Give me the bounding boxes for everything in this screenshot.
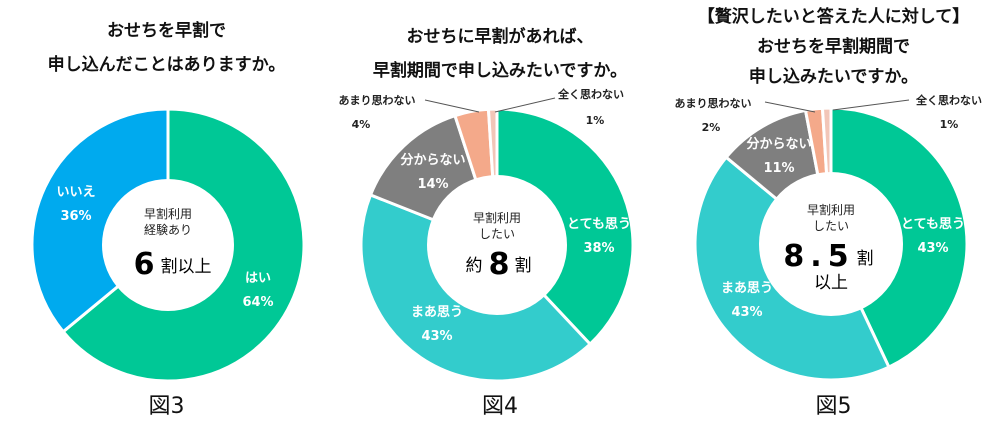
center-label-line3: 以上 bbox=[814, 273, 848, 293]
chart-title-line: おせちを早割期間で bbox=[757, 37, 910, 57]
center-label-line2: 経験あり bbox=[144, 222, 192, 237]
segment-name-label: とても思う bbox=[901, 217, 965, 232]
chart-title-line: おせちに早割があれば、 bbox=[406, 27, 594, 47]
segment-percent-label: 64% bbox=[242, 295, 273, 310]
figure-label: 図4 bbox=[482, 394, 518, 419]
center-suffix: 割以上 bbox=[161, 257, 212, 277]
donut-chart-fig5: 早割利用 したい 8.5 割 以上 とても思う 43% まあ思う 43% 分から… bbox=[675, 93, 982, 382]
donut-chart-fig4: 早割利用 したい 約 8 割 とても思う 38% まあ思う 43% 分からない … bbox=[339, 87, 635, 383]
segment-percent-label: 43% bbox=[421, 329, 452, 344]
segment-name-label: はい bbox=[245, 271, 271, 286]
segment-percent-label: 38% bbox=[583, 241, 614, 256]
segment-percent-label: 43% bbox=[731, 305, 762, 320]
segment-name-label: 分からない bbox=[400, 152, 465, 168]
chart-panel-fig3: おせちを早割で 申し込んだことはありますか。 早割利用 経験あり 6 割以上 い… bbox=[0, 0, 333, 424]
outside-percent-label: 1% bbox=[940, 118, 959, 131]
outside-name-label: あまり思わない bbox=[675, 97, 752, 110]
center-suffix: 割 bbox=[857, 249, 874, 269]
outside-name-label: 全く思わない bbox=[557, 87, 624, 101]
chart-title: おせちに早割があれば、 早割期間で申し込みたいですか。 bbox=[333, 20, 667, 88]
center-label-line1: 早割利用 bbox=[807, 202, 855, 217]
center-big-value: 8 bbox=[489, 247, 510, 282]
chart-title: おせちを早割で 申し込んだことはありますか。 bbox=[0, 14, 333, 82]
segment-percent-label: 43% bbox=[917, 241, 948, 256]
chart-panel-fig4: おせちに早割があれば、 早割期間で申し込みたいですか。 早割利用 したい 約 8… bbox=[333, 0, 667, 424]
center-label-line1: 早割利用 bbox=[144, 206, 192, 221]
segment-percent-label: 36% bbox=[60, 209, 91, 224]
chart-title-line: 早割期間で申し込みたいですか。 bbox=[372, 61, 628, 81]
donut-segment bbox=[30, 107, 170, 334]
donut-chart-fig3: 早割利用 経験あり 6 割以上 いいえ 36% はい 64% bbox=[30, 107, 306, 383]
segment-percent-label: 11% bbox=[763, 161, 794, 176]
donut-segment bbox=[495, 107, 635, 347]
outside-percent-label: 1% bbox=[586, 114, 605, 127]
leader-line bbox=[764, 101, 816, 113]
center-big-value: 8.5 bbox=[783, 239, 854, 274]
segment-name-label: とても思う bbox=[567, 217, 631, 232]
chart-panel-fig5: 【贅沢したいと答えた人に対して】 おせちを早割期間で 申し込みたいですか。 早割… bbox=[667, 0, 1000, 424]
outside-name-label: あまり思わない bbox=[339, 94, 416, 107]
chart-title-line: おせちを早割で bbox=[107, 21, 226, 41]
figure-label: 図5 bbox=[815, 394, 852, 419]
center-label-line2: したい bbox=[813, 219, 849, 233]
outside-percent-label: 2% bbox=[702, 121, 721, 134]
chart-title-line: 申し込みたいですか。 bbox=[748, 67, 919, 87]
chart-title-line: 申し込んだことはありますか。 bbox=[47, 55, 286, 75]
center-big-value: 6 bbox=[134, 247, 155, 282]
chart-title-line: 【贅沢したいと答えた人に対して】 bbox=[697, 7, 970, 27]
center-suffix: 割 bbox=[515, 256, 532, 276]
figure-label: 図3 bbox=[148, 394, 185, 419]
leader-line bbox=[424, 99, 480, 113]
segment-name-label: まあ思う bbox=[721, 281, 773, 296]
leader-line bbox=[494, 97, 556, 113]
leader-line bbox=[832, 99, 910, 111]
center-label-line1: 早割利用 bbox=[473, 210, 521, 225]
outside-percent-label: 4% bbox=[352, 118, 371, 131]
segment-name-label: いいえ bbox=[56, 185, 95, 200]
center-label-line2: したい bbox=[479, 227, 515, 241]
segment-name-label: まあ思う bbox=[411, 305, 463, 320]
segment-name-label: 分からない bbox=[746, 136, 811, 152]
center-prefix: 約 bbox=[466, 256, 483, 276]
segment-percent-label: 14% bbox=[417, 177, 448, 192]
outside-name-label: 全く思わない bbox=[915, 93, 982, 107]
chart-title: 【贅沢したいと答えた人に対して】 おせちを早割期間で 申し込みたいですか。 bbox=[667, 2, 1000, 92]
